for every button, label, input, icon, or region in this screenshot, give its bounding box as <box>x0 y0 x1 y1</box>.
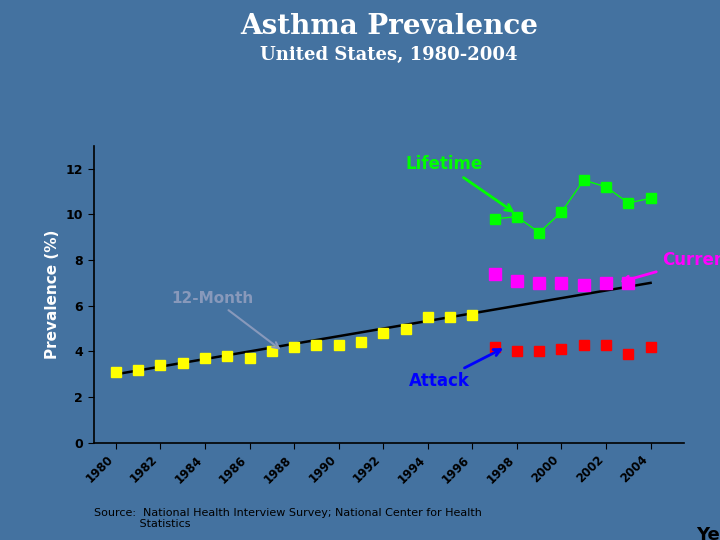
Text: Asthma Prevalence: Asthma Prevalence <box>240 14 538 40</box>
Y-axis label: Prevalence (%): Prevalence (%) <box>45 230 60 359</box>
Text: Lifetime: Lifetime <box>405 155 512 211</box>
Text: Attack: Attack <box>408 349 500 390</box>
Text: 12-Month: 12-Month <box>171 291 279 348</box>
Text: Current: Current <box>623 251 720 282</box>
Text: Source:  National Health Interview Survey; National Center for Health
          : Source: National Health Interview Survey… <box>94 508 482 529</box>
Text: United States, 1980-2004: United States, 1980-2004 <box>260 46 518 64</box>
Text: Year: Year <box>696 526 720 540</box>
